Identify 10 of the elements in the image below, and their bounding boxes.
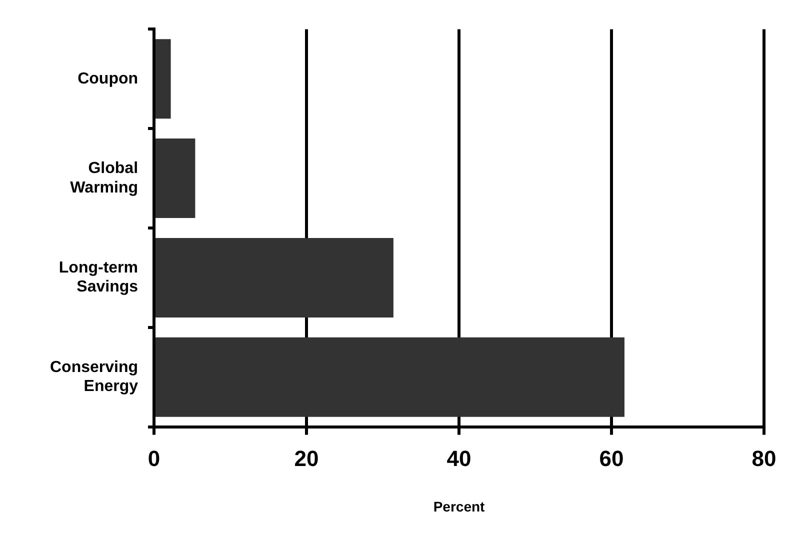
y-tick-label: Global Warming bbox=[70, 160, 138, 196]
y-tick-label: Long-term Savings bbox=[58, 260, 138, 296]
x-tick-label: 20 bbox=[294, 446, 319, 472]
x-tick-label: 40 bbox=[446, 446, 472, 472]
x-axis-title: Percent bbox=[433, 498, 486, 514]
x-tick-label: 80 bbox=[752, 446, 776, 472]
y-tick-label: Coupon bbox=[78, 70, 138, 88]
y-tick-label: Conserving Energy bbox=[50, 358, 138, 396]
x-tick-label: 0 bbox=[148, 446, 160, 472]
x-tick-label: 60 bbox=[599, 446, 624, 472]
